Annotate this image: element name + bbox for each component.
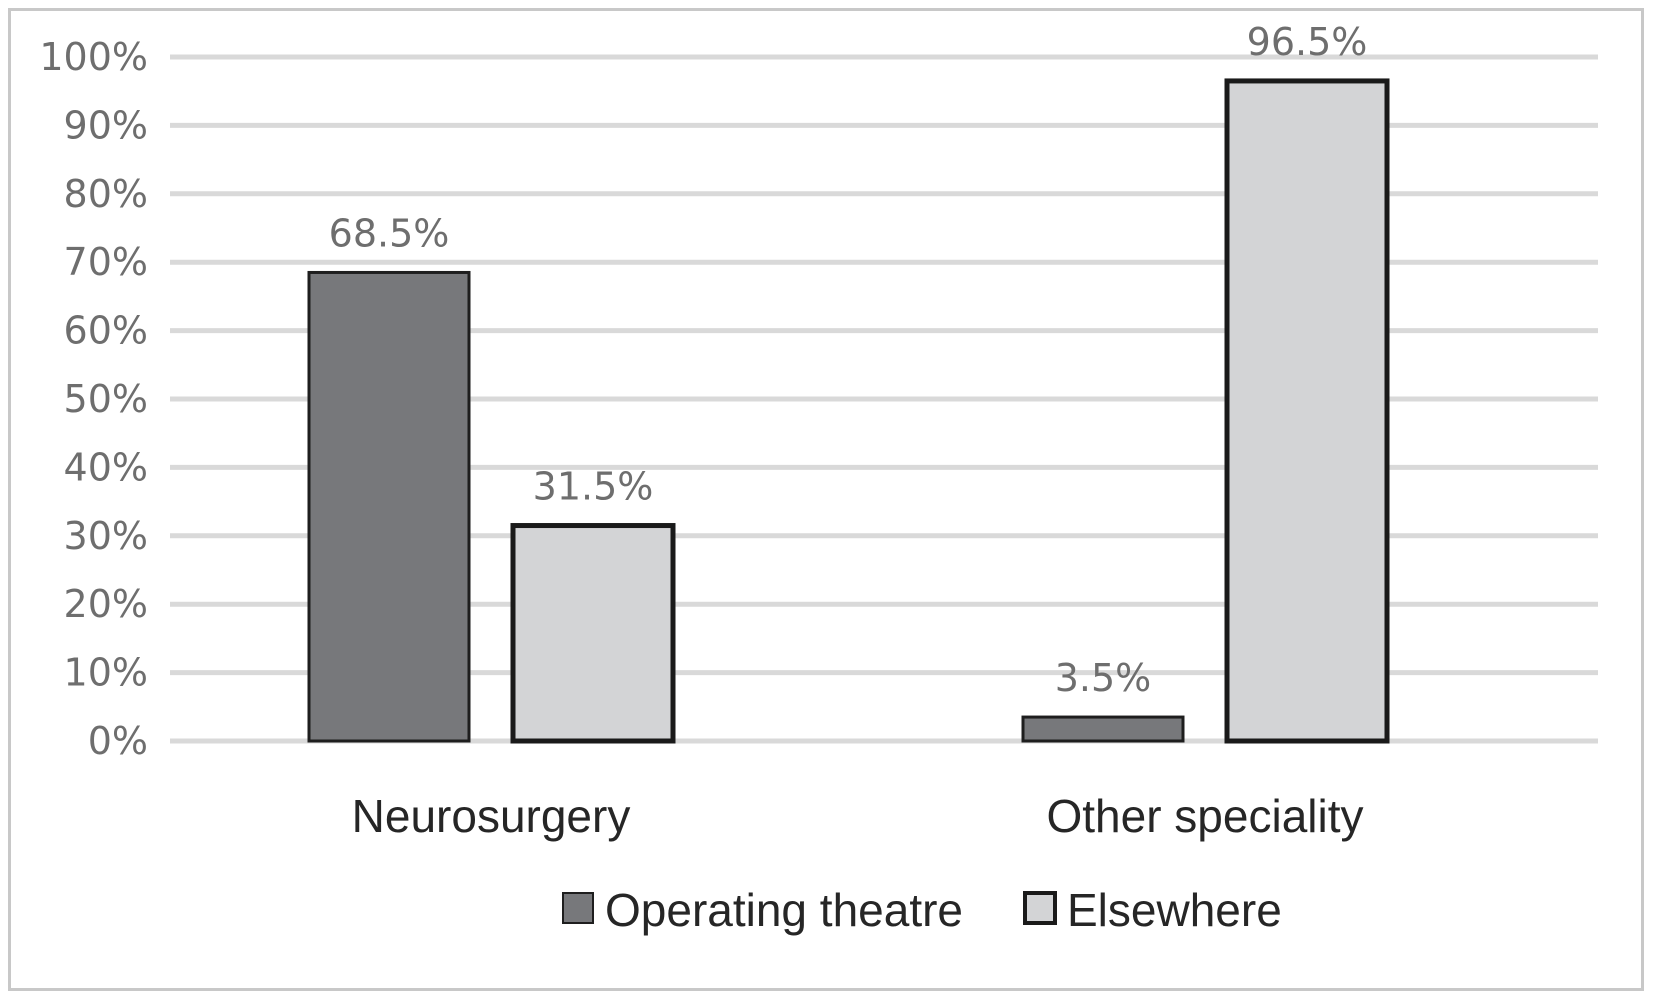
legend-label: Elsewhere <box>1067 884 1282 936</box>
category-label: Other speciality <box>1046 790 1363 842</box>
y-tick-label: 30% <box>64 514 148 558</box>
category-label: Neurosurgery <box>352 790 631 842</box>
legend-swatch <box>562 892 594 924</box>
data-labels: 68.5% 31.5% 3.5% 96.5% <box>329 20 1368 700</box>
legend-swatch <box>1023 891 1057 925</box>
y-tick-label: 10% <box>64 651 148 695</box>
y-tick-label: 70% <box>64 240 148 284</box>
y-tick-label: 0% <box>88 719 148 763</box>
y-tick-label: 40% <box>64 445 148 489</box>
y-tick-label: 60% <box>64 309 148 353</box>
legend: Operating theatre Elsewhere <box>562 884 1282 936</box>
y-tick-label: 80% <box>64 172 148 216</box>
bar-elsewhere <box>510 523 676 744</box>
y-tick-label: 90% <box>64 103 148 147</box>
y-tick-label: 100% <box>39 35 148 79</box>
bar-elsewhere <box>1224 78 1390 744</box>
data-label: 68.5% <box>329 211 450 255</box>
y-tick-label: 20% <box>64 582 148 626</box>
bar-operating-theatre <box>307 270 471 743</box>
y-tick-label: 50% <box>64 377 148 421</box>
data-label: 3.5% <box>1055 656 1152 700</box>
y-axis-ticks: 0% 10% 20% 30% 40% 50% 60% 70% 80% 90% 100% <box>39 35 148 763</box>
bars <box>307 78 1390 744</box>
legend-label: Operating theatre <box>605 884 963 936</box>
x-axis-categories: Neurosurgery Other speciality <box>352 790 1364 842</box>
data-label: 96.5% <box>1247 20 1368 64</box>
data-label: 31.5% <box>533 465 654 509</box>
bar-operating-theatre <box>1021 715 1185 743</box>
